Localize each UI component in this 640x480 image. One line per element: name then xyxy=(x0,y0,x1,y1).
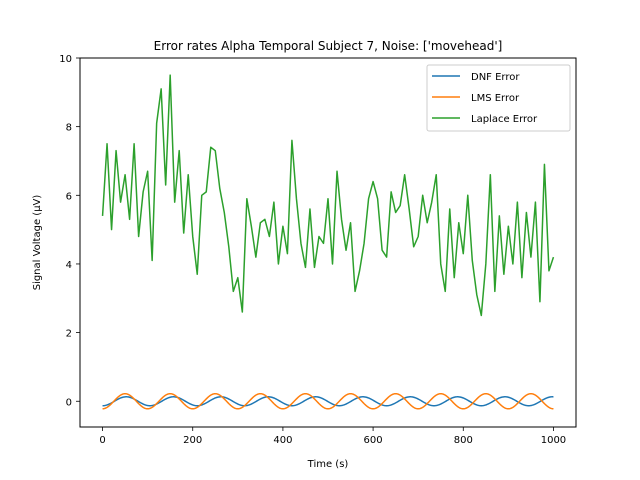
series-line-lms-error xyxy=(102,392,554,410)
series-layer xyxy=(101,74,555,410)
x-tick-label: 400 xyxy=(273,435,292,446)
legend-label-laplace: Laplace Error xyxy=(471,114,538,125)
legend-label-dnf: DNF Error xyxy=(471,72,520,83)
x-tick-label: 0 xyxy=(99,435,105,446)
y-axis: 0 2 4 6 8 10 xyxy=(59,54,80,408)
legend: DNF Error LMS Error Laplace Error xyxy=(426,64,571,132)
legend-box xyxy=(426,64,571,132)
x-tick-label: 800 xyxy=(454,435,473,446)
x-tick-label: 1000 xyxy=(541,435,566,446)
y-tick-label: 10 xyxy=(59,54,72,65)
y-tick-label: 4 xyxy=(66,260,72,271)
y-tick-label: 0 xyxy=(66,397,72,408)
y-axis-title: Signal Voltage (µV) xyxy=(32,195,43,291)
y-tick-label: 8 xyxy=(66,123,72,134)
chart-title: Error rates Alpha Temporal Subject 7, No… xyxy=(154,39,503,53)
series-line-laplace-error xyxy=(101,74,555,317)
plot-frame xyxy=(79,57,577,428)
x-tick-label: 200 xyxy=(183,435,202,446)
x-tick-label: 600 xyxy=(364,435,383,446)
legend-label-lms: LMS Error xyxy=(471,93,520,104)
x-axis-title: Time (s) xyxy=(307,459,349,470)
y-tick-label: 6 xyxy=(66,191,72,202)
x-axis: 0 200 400 600 800 1000 xyxy=(99,427,566,446)
y-tick-label: 2 xyxy=(66,329,72,340)
